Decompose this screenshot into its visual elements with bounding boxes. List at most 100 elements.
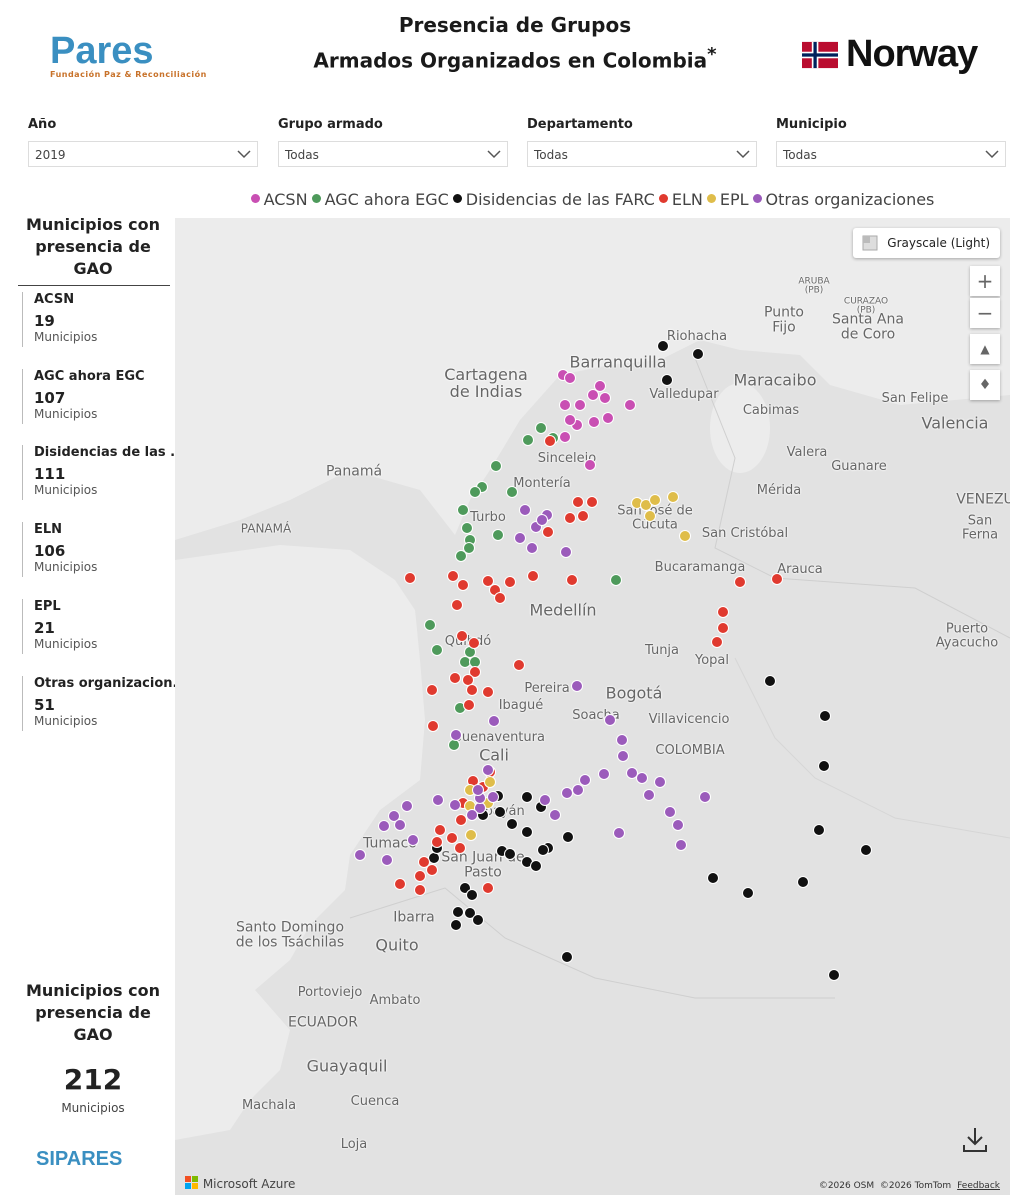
map-point[interactable] (624, 399, 636, 411)
map-point[interactable] (354, 849, 366, 861)
map-point[interactable] (381, 854, 393, 866)
map-point[interactable] (521, 791, 533, 803)
map-point[interactable] (519, 504, 531, 516)
legend-item[interactable]: ELN (658, 190, 703, 209)
map-point[interactable] (414, 870, 426, 882)
map-point[interactable] (504, 848, 516, 860)
legend-item[interactable]: EPL (706, 190, 749, 209)
map-point[interactable] (734, 576, 746, 588)
map-point[interactable] (537, 844, 549, 856)
map-point[interactable] (401, 800, 413, 812)
map-point[interactable] (394, 819, 406, 831)
map-point[interactable] (432, 794, 444, 806)
map-point[interactable] (657, 340, 669, 352)
map-point[interactable] (424, 619, 436, 631)
map-point[interactable] (588, 416, 600, 428)
map-point[interactable] (450, 919, 462, 931)
map-point[interactable] (667, 491, 679, 503)
map-point[interactable] (654, 776, 666, 788)
map-point[interactable] (602, 412, 614, 424)
map-point[interactable] (426, 684, 438, 696)
legend-item[interactable]: AGC ahora EGC (311, 190, 449, 209)
map-point[interactable] (452, 906, 464, 918)
map-point[interactable] (549, 809, 561, 821)
legend-item[interactable]: Disidencias de las FARC (452, 190, 655, 209)
map-point[interactable] (490, 460, 502, 472)
map-point[interactable] (466, 889, 478, 901)
map-point[interactable] (451, 599, 463, 611)
map-point[interactable] (717, 622, 729, 634)
map-point[interactable] (447, 570, 459, 582)
map-point[interactable] (506, 486, 518, 498)
map-point[interactable] (449, 799, 461, 811)
map-point[interactable] (455, 814, 467, 826)
map-point[interactable] (661, 374, 673, 386)
map-point[interactable] (482, 686, 494, 698)
map-point[interactable] (492, 529, 504, 541)
map-point[interactable] (527, 570, 539, 582)
map-point[interactable] (707, 872, 719, 884)
map-point[interactable] (472, 914, 484, 926)
map-point[interactable] (461, 522, 473, 534)
map-point[interactable] (526, 542, 538, 554)
map-point[interactable] (699, 791, 711, 803)
map-point[interactable] (616, 734, 628, 746)
map-point[interactable] (561, 787, 573, 799)
map-point[interactable] (504, 576, 516, 588)
map-point[interactable] (427, 720, 439, 732)
map-point[interactable] (469, 486, 481, 498)
map-point[interactable] (488, 715, 500, 727)
map-point[interactable] (566, 574, 578, 586)
map-point[interactable] (586, 496, 598, 508)
map-point[interactable] (818, 760, 830, 772)
map-point[interactable] (378, 820, 390, 832)
map-point[interactable] (604, 714, 616, 726)
map-point[interactable] (562, 831, 574, 843)
map-point[interactable] (484, 776, 496, 788)
map-point[interactable] (536, 514, 548, 526)
map-point[interactable] (675, 839, 687, 851)
map-point[interactable] (559, 431, 571, 443)
download-button[interactable] (960, 1125, 990, 1155)
map-point[interactable] (522, 434, 534, 446)
map-point[interactable] (564, 414, 576, 426)
map-point[interactable] (472, 784, 484, 796)
map-point[interactable] (463, 542, 475, 554)
map-point[interactable] (764, 675, 776, 687)
map-point[interactable] (514, 532, 526, 544)
zoom-out[interactable]: − (970, 298, 1000, 328)
map-point[interactable] (610, 574, 622, 586)
map[interactable]: Riohacha Barranquilla Punto Fijo Santa Ana … (175, 218, 1010, 1195)
feedback-link[interactable]: Feedback (957, 1181, 1000, 1191)
map-point[interactable] (613, 827, 625, 839)
map-point[interactable] (571, 680, 583, 692)
map-point[interactable] (599, 392, 611, 404)
map-point[interactable] (426, 864, 438, 876)
map-point[interactable] (771, 573, 783, 585)
map-point[interactable] (506, 818, 518, 830)
map-point[interactable] (450, 729, 462, 741)
map-point[interactable] (457, 504, 469, 516)
map-point[interactable] (672, 819, 684, 831)
map-point[interactable] (587, 389, 599, 401)
map-point[interactable] (636, 772, 648, 784)
legend-item[interactable]: ACSN (250, 190, 308, 209)
map-point[interactable] (539, 794, 551, 806)
map-point[interactable] (449, 672, 461, 684)
map-point[interactable] (594, 380, 606, 392)
compass[interactable]: ♦ (970, 370, 1000, 400)
map-point[interactable] (577, 510, 589, 522)
map-point[interactable] (456, 630, 468, 642)
filter-dropdown[interactable]: Todas (527, 141, 757, 167)
map-point[interactable] (457, 579, 469, 591)
map-point[interactable] (434, 824, 446, 836)
filter-dropdown[interactable]: Todas (776, 141, 1006, 167)
map-point[interactable] (513, 659, 525, 671)
map-point[interactable] (559, 399, 571, 411)
map-point[interactable] (711, 636, 723, 648)
map-point[interactable] (521, 826, 533, 838)
map-point[interactable] (643, 789, 655, 801)
map-point[interactable] (742, 887, 754, 899)
map-point[interactable] (828, 969, 840, 981)
map-point[interactable] (530, 860, 542, 872)
